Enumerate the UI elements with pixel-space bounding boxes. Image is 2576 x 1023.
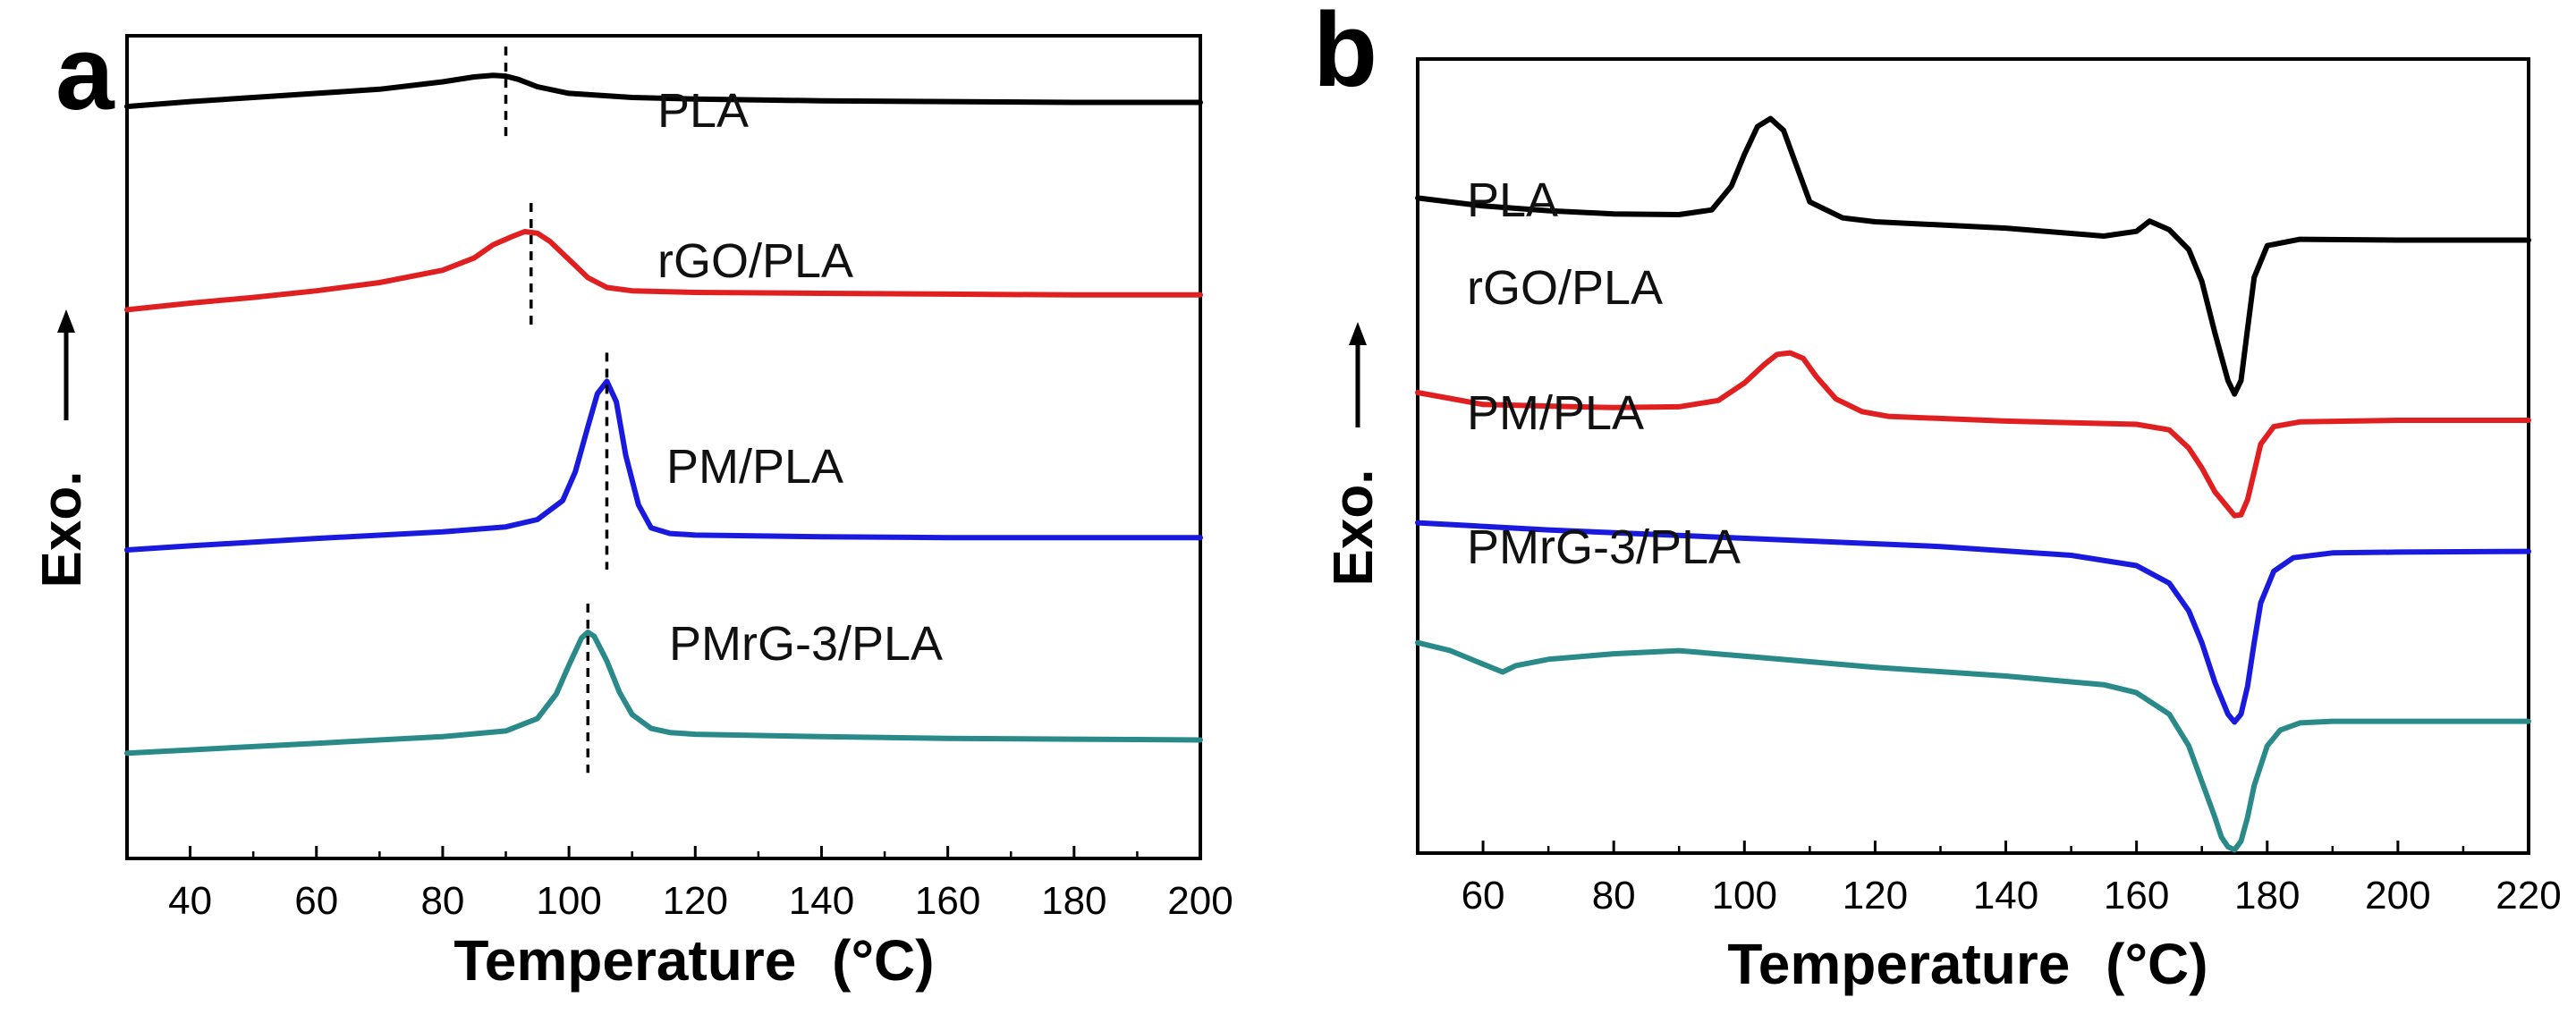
series-label-a-pmrg-3-pla: PMrG-3/PLA [669, 617, 943, 671]
series-line-a-pla [124, 72, 1203, 110]
series-label-b-rgo-pla: rGO/PLA [1467, 261, 1663, 315]
x-tick-label-b: 80 [1592, 874, 1636, 917]
x-tick-label-b: 140 [1973, 874, 2038, 917]
x-tick-label-b: 180 [2234, 874, 2300, 917]
y-axis-label-a: Exo. [31, 471, 93, 588]
series-line-b-rgo-pla [1415, 350, 2531, 519]
x-tick-label-a: 100 [536, 879, 601, 923]
x-tick-label-a: 120 [663, 879, 728, 923]
plot-area-a: 40 60 80 100 120 140 160 180 200 PLA rGO/PLA PM/PLA… [124, 34, 1233, 923]
x-tick-label-a: 200 [1167, 879, 1233, 923]
y-axis-arrowhead-b [1349, 322, 1367, 345]
y-axis-label-b: Exo. [1323, 469, 1385, 587]
x-tick-label-a: 60 [294, 879, 338, 923]
series-label-b-pm-pla: PM/PLA [1467, 386, 1644, 440]
x-tick-label-b: 60 [1462, 874, 1505, 917]
x-tick-label-b: 160 [2104, 874, 2169, 917]
x-axis-label-b: Temperature (°C) [1727, 932, 2207, 996]
x-tick-label-a: 160 [915, 879, 980, 923]
series-line-a-pmrg-3-pla [124, 630, 1203, 757]
x-tick-label-a: 80 [420, 879, 464, 923]
x-axis-label-unit-a: (°C) [832, 928, 934, 993]
series-line-b-pm-pla [1415, 520, 2531, 725]
y-axis-arrowhead-a [57, 309, 75, 333]
x-tick-label-b: 100 [1712, 874, 1777, 917]
series-label-a-pla: PLA [657, 84, 749, 138]
x-axis-label-unit-b: (°C) [2106, 932, 2207, 996]
x-axis-label-a: Temperature (°C) [453, 928, 934, 993]
x-tick-label-b: 120 [1843, 874, 1908, 917]
panel-a: a 40 60 80 100 120 140 160 180 200 PLA rGO/PLA PM/P… [31, 14, 1233, 993]
plot-frame-a [125, 34, 1202, 860]
series-label-a-rgo-pla: rGO/PLA [657, 234, 853, 288]
x-axis-label-text-a: Temperature [453, 928, 796, 993]
x-tick-label-b: 200 [2365, 874, 2430, 917]
panel-b: b 60 80 100 120 140 160 180 200 220 PLA rGO/PLA PM/… [1313, 0, 2562, 996]
series-line-a-rgo-pla [124, 229, 1203, 313]
plot-area-b: 60 80 100 120 140 160 180 200 220 PLA rGO/PLA PM/PL… [1415, 57, 2562, 917]
x-axis-label-text-b: Temperature [1727, 932, 2070, 996]
x-tick-label-b: 220 [2496, 874, 2561, 917]
x-tick-label-a: 40 [168, 879, 212, 923]
panel-label-a: a [55, 14, 115, 132]
series-line-b-pmrg-3-pla [1415, 639, 2531, 853]
plot-frame-b [1416, 57, 2530, 855]
series-label-b-pla: PLA [1467, 173, 1558, 227]
panel-label-b: b [1313, 0, 1377, 109]
x-tick-label-a: 140 [789, 879, 854, 923]
series-line-b-pla [1415, 115, 2531, 397]
x-tick-label-a: 180 [1041, 879, 1106, 923]
series-line-a-pm-pla [124, 378, 1203, 553]
series-label-a-pm-pla: PM/PLA [666, 440, 843, 494]
series-label-b-pmrg-3-pla: PMrG-3/PLA [1467, 520, 1741, 574]
